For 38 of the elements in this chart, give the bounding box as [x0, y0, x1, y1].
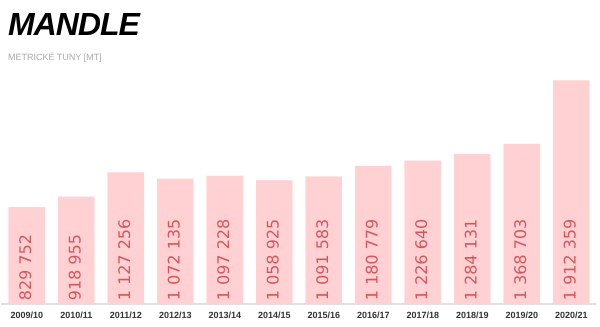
chart-subtitle: METRICKÉ TUNY [MT]	[8, 52, 102, 62]
data-label: 1 284 131	[461, 218, 480, 300]
chart-title: MANDLE	[8, 6, 139, 42]
bar	[552, 80, 590, 304]
bar	[503, 144, 540, 304]
data-label: 1 072 135	[164, 218, 184, 300]
x-tick-label: 2015/16	[307, 310, 340, 320]
data-label: 1 127 256	[114, 218, 134, 300]
x-tick-label: 2009/10	[10, 310, 44, 320]
bar	[305, 176, 342, 304]
data-label: 1 091 583	[312, 218, 332, 300]
data-label: 829 752	[16, 234, 35, 300]
x-tick-label: 2020/21	[554, 310, 588, 320]
data-label: 1 226 640	[412, 218, 431, 300]
x-tick-label: 2016/17	[356, 310, 390, 320]
x-tick-label: 2017/18	[406, 310, 440, 320]
bar	[107, 172, 144, 304]
data-label: 1 097 228	[214, 218, 233, 300]
x-tick-label: 2010/11	[60, 310, 92, 320]
bar	[354, 166, 392, 304]
x-tick-label: 2011/12	[110, 310, 142, 320]
x-tick-label: 2014/15	[258, 310, 291, 320]
data-label: 1 912 359	[560, 218, 580, 300]
data-label: 1 058 925	[263, 218, 282, 300]
data-label: 1 368 703	[510, 218, 530, 300]
data-label: 1 180 779	[362, 218, 382, 300]
bar	[206, 176, 244, 304]
x-tick-label: 2019/20	[505, 310, 538, 320]
x-tick-label: 2018/19	[456, 310, 489, 320]
bar	[404, 160, 442, 304]
data-label: 918 955	[65, 234, 84, 300]
bar	[58, 196, 95, 304]
x-tick-label: 2013/14	[208, 310, 242, 320]
bar	[256, 180, 293, 304]
bar	[454, 154, 491, 304]
bar	[8, 207, 46, 304]
bar	[156, 178, 194, 304]
x-tick-label: 2012/13	[158, 310, 192, 320]
